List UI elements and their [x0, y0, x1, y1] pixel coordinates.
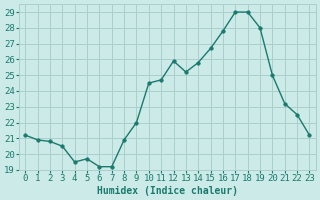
- X-axis label: Humidex (Indice chaleur): Humidex (Indice chaleur): [97, 186, 238, 196]
